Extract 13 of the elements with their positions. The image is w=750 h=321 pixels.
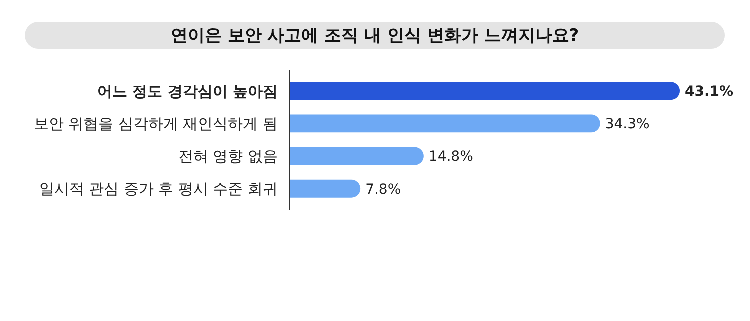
data-label: 34.3% xyxy=(605,116,650,133)
y-tick-label: 보안 위협을 심각하게 재인식하게 됨 xyxy=(34,114,278,133)
data-label: 14.8% xyxy=(428,149,474,166)
bar xyxy=(290,82,680,100)
y-tick-label: 어느 정도 경각심이 높아짐 xyxy=(97,82,278,100)
y-tick-label: 전혀 영향 없음 xyxy=(178,148,278,166)
bar xyxy=(290,180,361,198)
bar xyxy=(290,147,424,166)
data-label: 7.8% xyxy=(366,182,402,198)
data-label: 43.1% xyxy=(685,84,734,100)
chart-title: 연이은 보안 사고에 조직 내 인식 변화가 느껴지나요? xyxy=(170,26,580,46)
y-tick-label: 일시적 관심 증가 후 평시 수준 회귀 xyxy=(39,180,278,198)
bar xyxy=(290,114,600,133)
